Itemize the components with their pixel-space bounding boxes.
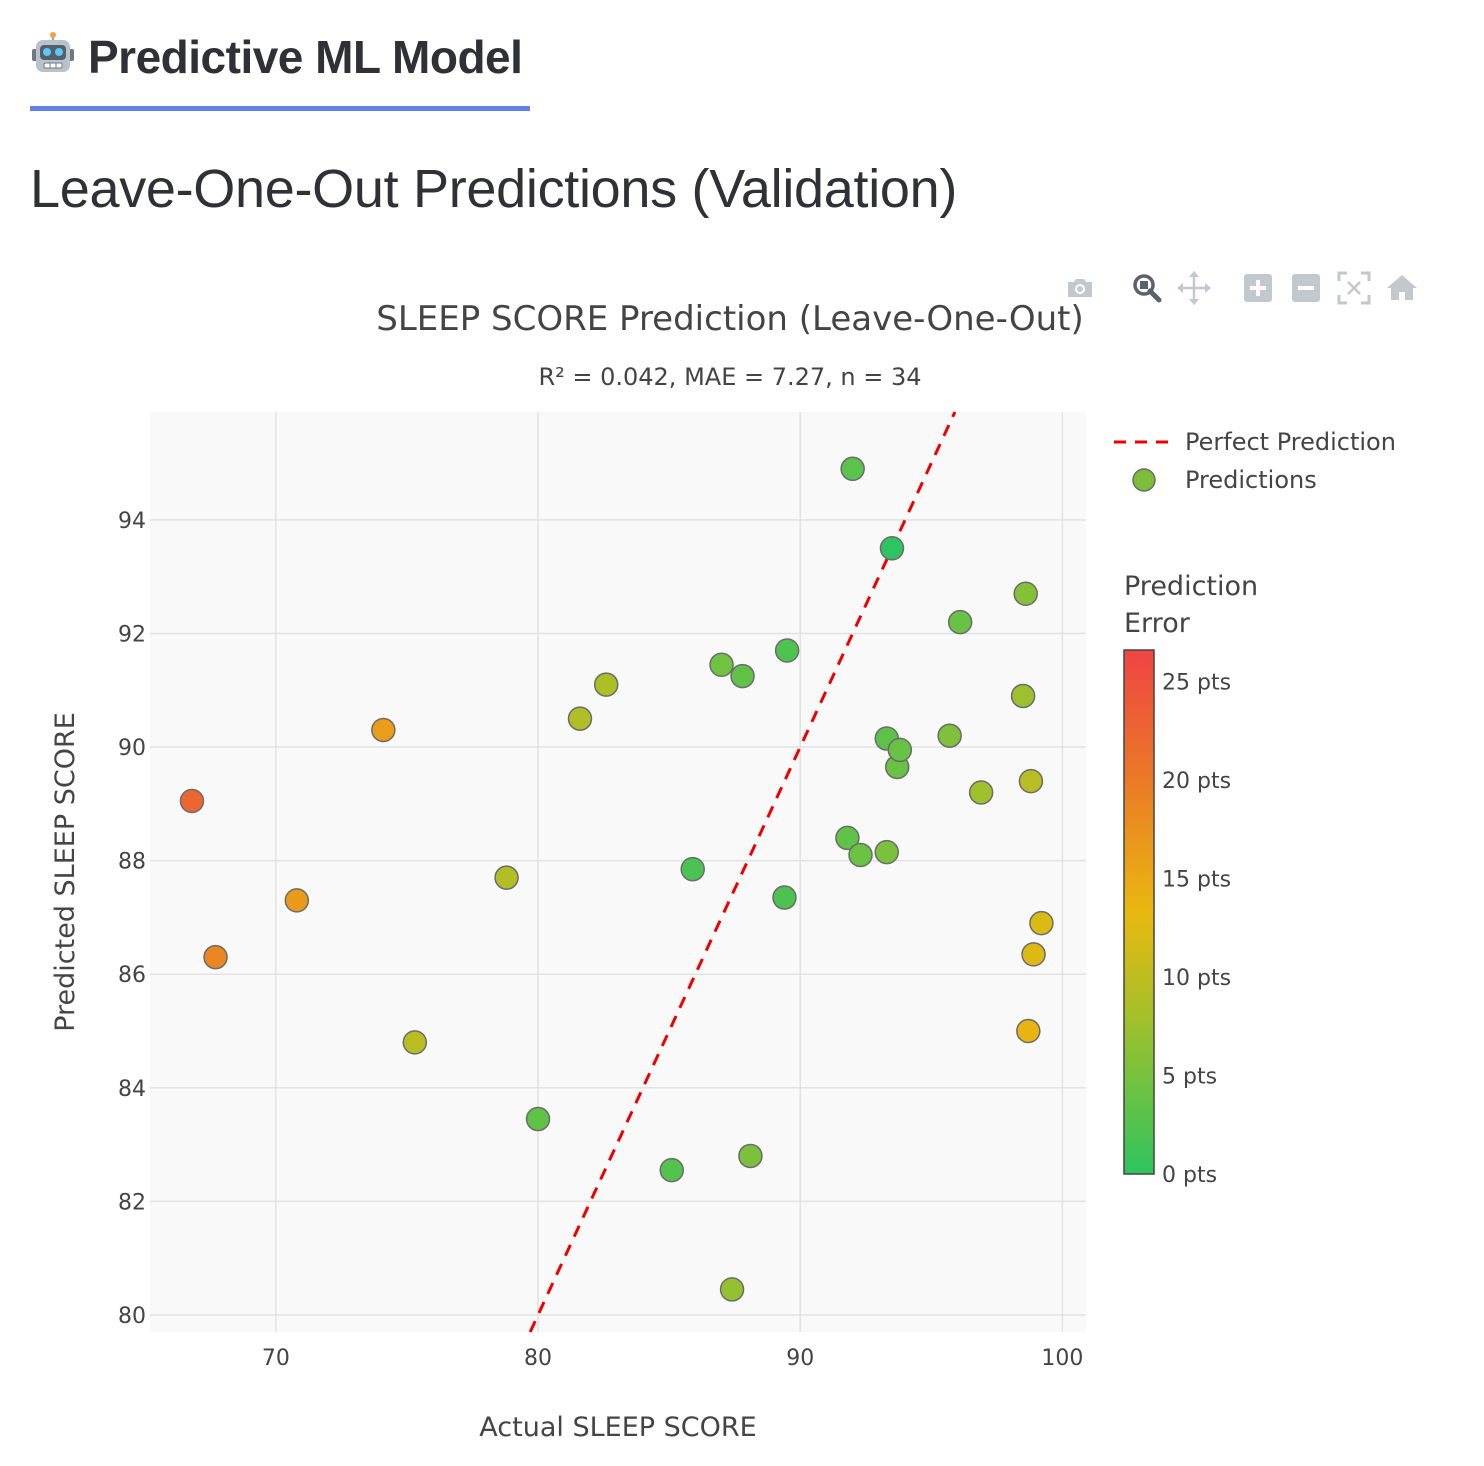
prediction-point[interactable]	[179, 788, 205, 814]
prediction-point[interactable]	[774, 638, 800, 663]
prediction-point[interactable]	[371, 717, 396, 743]
colorbar-ticks: 0 pts 5 pts 10 pts 15 pts 20 pts 25 pts	[1162, 671, 1231, 1188]
colorbar-tick-label: 25 pts	[1162, 671, 1231, 696]
colorbar-gradient	[1123, 649, 1155, 1175]
legend-predictions-symbol	[1132, 468, 1156, 492]
colorbar-tick-label: 5 pts	[1162, 1065, 1217, 1090]
x-tick-label: 100	[1041, 1346, 1083, 1371]
prediction-point[interactable]	[719, 1277, 745, 1302]
y-tick-label: 80	[118, 1304, 146, 1329]
legend-perfect-label[interactable]: Perfect Prediction	[1185, 428, 1396, 456]
prediction-point[interactable]	[947, 609, 973, 635]
camera-icon[interactable]	[1060, 268, 1100, 308]
prediction-point[interactable]	[680, 856, 705, 882]
home-icon[interactable]	[1382, 268, 1422, 308]
prediction-point[interactable]	[1029, 910, 1054, 936]
y-tick-label: 90	[118, 736, 146, 761]
y-axis-label: Predicted SLEEP SCORE	[50, 712, 81, 1032]
y-tick-label: 88	[118, 850, 146, 875]
zoom-icon[interactable]	[1126, 268, 1166, 308]
prediction-point[interactable]	[937, 723, 962, 748]
prediction-point[interactable]	[567, 706, 593, 731]
prediction-point[interactable]	[772, 885, 797, 910]
pan-icon[interactable]	[1174, 268, 1214, 308]
legend-predictions-label[interactable]: Predictions	[1185, 466, 1317, 494]
legend: Perfect Prediction Predictions	[1114, 428, 1396, 494]
prediction-point[interactable]	[1021, 942, 1046, 967]
prediction-point[interactable]	[494, 865, 519, 890]
y-axis-ticks: 80 82 84 86 88 90 92 94	[118, 509, 146, 1329]
app-title: Predictive ML Model	[30, 30, 523, 88]
x-tick-label: 80	[524, 1346, 552, 1371]
app-title-text: Predictive ML Model	[88, 31, 523, 83]
perfect-prediction-line	[528, 411, 957, 1333]
chart-title: SLEEP SCORE Prediction (Leave-One-Out)	[376, 299, 1083, 339]
colorbar-title-line2: Error	[1124, 608, 1191, 639]
grid-lines	[150, 412, 1086, 1332]
prediction-point[interactable]	[593, 672, 619, 697]
colorbar-tick-label: 0 pts	[1162, 1163, 1217, 1188]
y-tick-label: 92	[118, 622, 146, 647]
plot-modebar	[1060, 268, 1430, 308]
prediction-point[interactable]	[874, 839, 899, 865]
section-title: Leave-One-Out Predictions (Validation)	[30, 159, 958, 219]
prediction-point[interactable]	[1018, 768, 1044, 794]
prediction-point[interactable]	[835, 825, 860, 851]
prediction-point[interactable]	[709, 652, 734, 677]
app-header: Predictive ML Model	[30, 28, 530, 111]
x-tick-label: 70	[262, 1346, 290, 1371]
prediction-points	[179, 456, 1054, 1302]
prediction-point[interactable]	[402, 1030, 428, 1055]
prediction-point[interactable]	[840, 456, 865, 482]
prediction-point[interactable]	[525, 1106, 551, 1132]
zoom-in-icon[interactable]	[1238, 268, 1278, 308]
prediction-point[interactable]	[1016, 1018, 1041, 1044]
prediction-point[interactable]	[730, 663, 755, 689]
prediction-point[interactable]	[659, 1157, 684, 1183]
colorbar: Prediction Error 0 pts 5 pts 10 pts 15 pts 2…	[1123, 571, 1258, 1188]
prediction-point[interactable]	[203, 944, 228, 970]
prediction-point[interactable]	[738, 1143, 763, 1169]
colorbar-tick-label: 10 pts	[1162, 966, 1231, 991]
x-axis-ticks: 70 80 90 100	[262, 1346, 1084, 1371]
y-tick-label: 94	[118, 509, 146, 534]
autoscale-icon[interactable]	[1334, 268, 1374, 308]
prediction-point[interactable]	[968, 780, 994, 805]
prediction-point[interactable]	[887, 737, 913, 763]
chart-subtitle: R² = 0.042, MAE = 7.27, n = 34	[538, 363, 921, 391]
y-tick-label: 86	[118, 963, 146, 988]
y-tick-label: 82	[118, 1190, 146, 1215]
x-tick-label: 90	[786, 1346, 814, 1371]
prediction-point[interactable]	[1013, 581, 1038, 606]
zoom-out-icon[interactable]	[1286, 268, 1326, 308]
prediction-point[interactable]	[879, 536, 905, 561]
prediction-scatter-chart: SLEEP SCORE Prediction (Leave-One-Out) R…	[50, 299, 1396, 1443]
prediction-point[interactable]	[848, 842, 873, 868]
x-axis-label: Actual SLEEP SCORE	[479, 1412, 756, 1443]
prediction-point[interactable]	[284, 888, 310, 913]
prediction-point[interactable]	[1010, 683, 1036, 709]
robot-icon	[30, 31, 76, 88]
colorbar-title-line1: Prediction	[1124, 571, 1258, 602]
plot-area	[150, 412, 1086, 1332]
y-tick-label: 84	[118, 1077, 146, 1102]
colorbar-tick-label: 15 pts	[1162, 868, 1231, 893]
colorbar-tick-label: 20 pts	[1162, 769, 1231, 794]
